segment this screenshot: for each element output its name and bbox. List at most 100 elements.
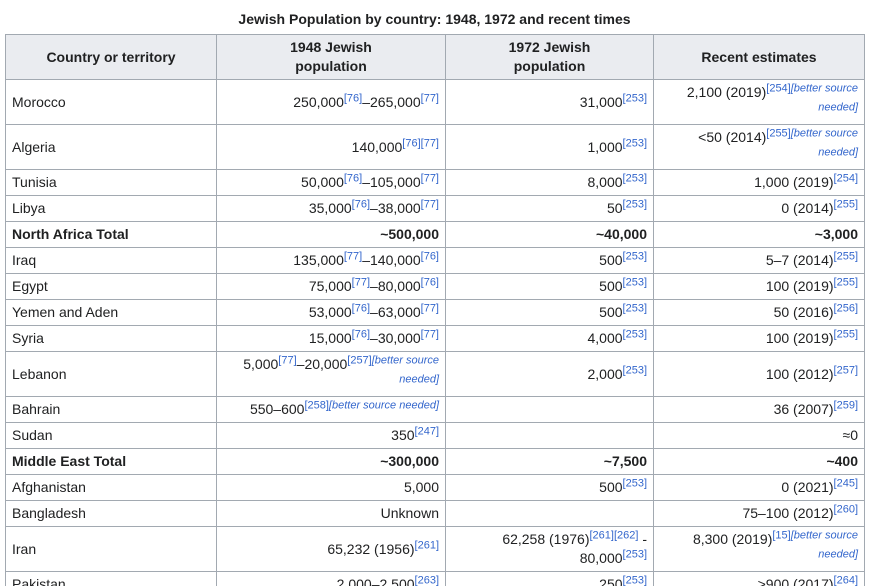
reference-link[interactable]: [254] (766, 82, 791, 95)
better-source-needed-link[interactable]: [better source needed] (790, 127, 858, 159)
reference-link[interactable]: [77] (420, 198, 439, 211)
reference-link[interactable]: [262] (613, 529, 639, 542)
cell-text: 8,000 (587, 174, 623, 190)
reference-link[interactable]: [255] (833, 198, 858, 211)
table-row: Bangladesh Unknown 75–100 (2012)[260] (5, 500, 865, 527)
table-caption: Jewish Population by country: 1948, 1972… (238, 11, 631, 27)
header-row: Country or territory 1948 Jewish populat… (5, 34, 865, 80)
reference-link[interactable]: [76] (343, 91, 363, 104)
cell-text: 100 (2019) (765, 278, 834, 294)
value-cell-1948: 2,000–2,500[263] (216, 571, 446, 586)
reference-superscript: [76] (344, 172, 362, 184)
reference-link[interactable]: [76] (420, 276, 439, 289)
reference-link[interactable]: [253] (622, 198, 647, 211)
better-source-needed-link[interactable]: [better source needed] (371, 354, 439, 386)
reference-link[interactable]: [257] (347, 354, 372, 367)
table-row: Iraq 135,000[77]–140,000[76] 500[253] 5–7 (… (5, 247, 865, 274)
country-cell: Egypt (5, 273, 217, 300)
cell-text: ~40,000 (596, 226, 647, 242)
table-row: Afghanistan 5,000 500[253] 0 (2021)[245] (5, 474, 865, 501)
reference-link[interactable]: [253] (622, 172, 647, 185)
reference-superscript: [260] (834, 503, 858, 515)
reference-link[interactable]: [258] (304, 399, 329, 412)
value-cell-1972: 250[253] (445, 571, 654, 586)
reference-link[interactable]: [259] (833, 399, 858, 412)
better-source-needed-link[interactable]: [better source needed] (790, 529, 858, 561)
reference-superscript: [77] (421, 198, 439, 210)
reference-superscript: [76] (344, 92, 362, 104)
reference-superscript: [245] (834, 477, 858, 489)
country-cell: Sudan (5, 422, 217, 449)
reference-link[interactable]: [76] (402, 136, 421, 149)
reference-superscript: [253] (623, 276, 647, 288)
reference-link[interactable]: [254] (833, 172, 858, 185)
reference-link[interactable]: [261] (589, 529, 614, 542)
reference-link[interactable]: [15] (772, 529, 791, 542)
value-cell-recent: 2,100 (2019)[254][better source needed] (653, 79, 865, 125)
reference-link[interactable]: [253] (622, 548, 647, 561)
reference-link[interactable]: [263] (414, 574, 439, 586)
value-cell-recent: 100 (2019)[255] (653, 273, 865, 300)
value-cell-1948: 250,000[76]–265,000[77] (216, 79, 446, 125)
table-row: North Africa Total ~500,000 ~40,000 ~3,000 (5, 221, 865, 248)
value-cell-1948: 550–600[258][better source needed] (216, 396, 446, 423)
better-source-needed-superscript: [better source needed] (791, 529, 858, 560)
reference-link[interactable]: [255] (766, 127, 791, 140)
reference-superscript: [77] (278, 354, 296, 366)
reference-link[interactable]: [253] (622, 302, 647, 315)
reference-link[interactable]: [253] (622, 328, 647, 341)
reference-link[interactable]: [77] (420, 172, 439, 185)
reference-link[interactable]: [76] (420, 250, 439, 263)
value-cell-1948: 75,000[77]–80,000[76] (216, 273, 446, 300)
reference-link[interactable]: [264] (833, 574, 858, 586)
reference-link[interactable]: [77] (278, 354, 297, 367)
reference-link[interactable]: [253] (622, 276, 647, 289)
cell-text: 5,000 (243, 356, 279, 372)
reference-link[interactable]: [253] (622, 363, 647, 376)
better-source-needed-link[interactable]: [better source needed] (328, 399, 439, 412)
reference-link[interactable]: [77] (351, 276, 371, 289)
reference-link[interactable]: [247] (414, 425, 439, 438)
value-cell-1948: 65,232 (1956)[261] (216, 526, 446, 572)
reference-link[interactable]: [260] (833, 503, 858, 516)
cell-text: 8,300 (2019) (692, 531, 773, 547)
reference-link[interactable]: [77] (420, 302, 439, 315)
reference-link[interactable]: [76] (343, 172, 363, 185)
value-cell-1972: 500[253] (445, 299, 654, 326)
value-cell-1948: 5,000[77]–20,000[257][better source need… (216, 351, 446, 397)
reference-link[interactable]: [76] (351, 198, 371, 211)
reference-link[interactable]: [253] (622, 477, 647, 490)
reference-link[interactable]: [253] (622, 91, 647, 104)
reference-link[interactable]: [253] (622, 574, 647, 586)
reference-link[interactable]: [245] (833, 477, 858, 490)
reference-link[interactable]: [255] (833, 250, 858, 263)
reference-link[interactable]: [76] (351, 328, 371, 341)
reference-link[interactable]: [253] (622, 250, 647, 263)
reference-link[interactable]: [77] (420, 328, 439, 341)
reference-link[interactable]: [261] (414, 538, 439, 551)
reference-link[interactable]: [257] (833, 363, 858, 376)
reference-superscript: [253] (623, 250, 647, 262)
value-cell-1972: 500[253] (445, 474, 654, 501)
reference-link[interactable]: [76] (351, 302, 371, 315)
cell-text: 62,258 (1976) (502, 531, 590, 547)
reference-link[interactable]: [77] (343, 250, 363, 263)
reference-superscript: [76] (421, 250, 439, 262)
reference-link[interactable]: [255] (833, 328, 858, 341)
reference-link[interactable]: [253] (622, 136, 647, 149)
reference-superscript: [255] (834, 328, 858, 340)
reference-superscript: [76] (421, 276, 439, 288)
table-row: Lebanon 5,000[77]–20,000[257][better sour… (5, 351, 865, 397)
cell-text: 2,000 (587, 365, 623, 382)
reference-link[interactable]: [77] (420, 91, 439, 104)
value-cell-1948: 53,000[76]–63,000[77] (216, 299, 446, 326)
value-cell-1972: 62,258 (1976)[261][262] - 80,000[253] (445, 526, 654, 572)
cell-text: - 80,000 (579, 531, 647, 566)
cell-text: ≈0 (842, 427, 858, 443)
reference-superscript: [15] (772, 529, 790, 541)
reference-link[interactable]: [255] (833, 276, 858, 289)
reference-link[interactable]: [256] (833, 302, 858, 315)
better-source-needed-link[interactable]: [better source needed] (790, 82, 858, 114)
reference-link[interactable]: [77] (420, 136, 439, 149)
